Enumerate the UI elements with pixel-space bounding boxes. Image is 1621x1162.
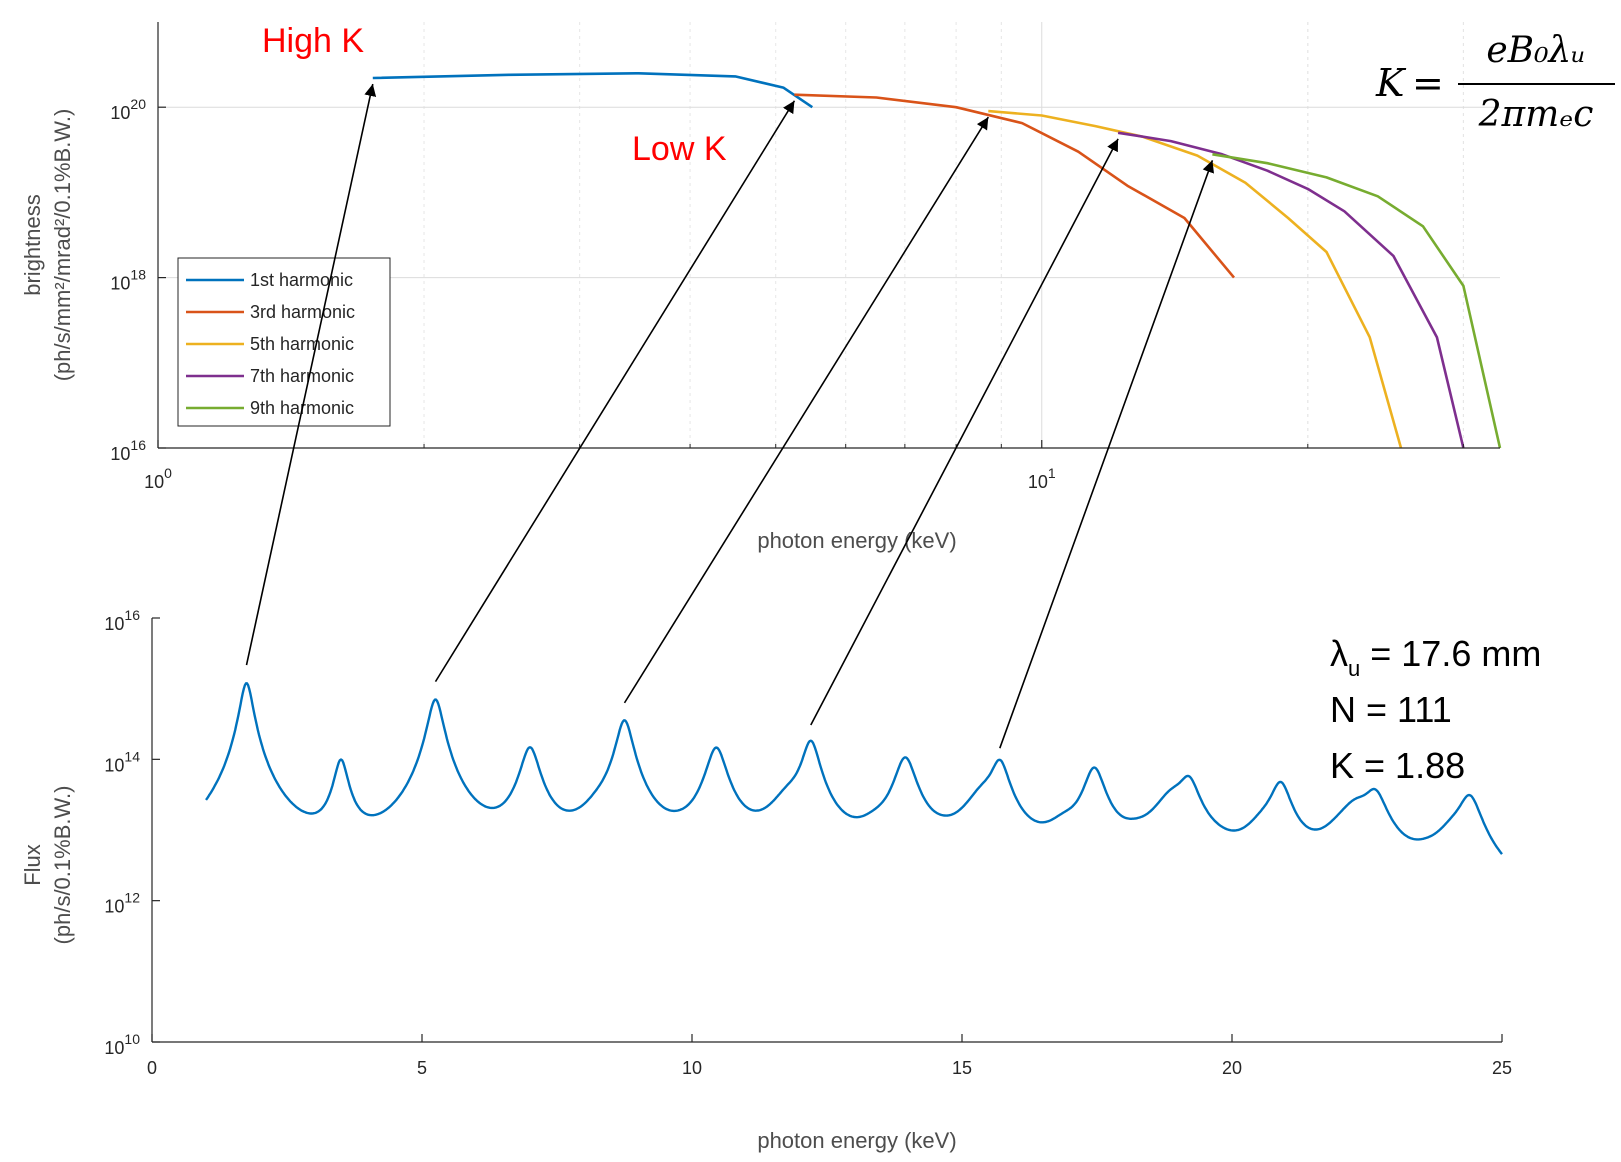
harmonic-arrow-5	[999, 160, 1214, 749]
brightness-series-4	[1117, 131, 1465, 449]
equation-numerator: eB₀λᵤ	[1486, 30, 1585, 71]
legend-label: 7th harmonic	[250, 366, 354, 386]
flux-xtick-label: 20	[1222, 1058, 1242, 1078]
brightness-ylabel-1: brightness	[20, 194, 45, 296]
flux-series	[205, 682, 1503, 855]
brightness-series-5	[1212, 153, 1502, 449]
brightness-xtick-label: 101	[1028, 465, 1056, 492]
brightness-ylabel-2: (ph/s/mm²/mrad²/0.1%B.W.)	[50, 109, 75, 382]
brightness-series-1	[372, 72, 814, 109]
param-k: K = 1.88	[1330, 745, 1465, 786]
flux-xtick-label: 15	[952, 1058, 972, 1078]
brightness-chart: 100 101 1016 1018 1020 photon energy (keV) b…	[20, 22, 1502, 553]
flux-xtick-label: 5	[417, 1058, 427, 1078]
legend: 1st harmonic 3rd harmonic 5th harmonic 7th …	[177, 257, 391, 427]
flux-axes: 0 5 10 15 20 25 1010 1012 1014 1016	[104, 607, 1512, 1078]
brightness-ytick-label: 1020	[110, 96, 146, 123]
flux-ytick-label: 1012	[104, 890, 140, 917]
brightness-series	[372, 72, 1502, 449]
harmonic-arrow-3	[623, 116, 989, 704]
flux-ytick-label: 1016	[104, 607, 140, 634]
brightness-axes: 100 101 1016 1018 1020	[110, 22, 1500, 492]
param-n: N = 111	[1330, 689, 1452, 730]
flux-ylabel-1: Flux	[20, 844, 45, 886]
flux-ytick-label: 1014	[104, 748, 140, 775]
brightness-ytick-label: 1016	[110, 437, 146, 464]
k-equation: K = eB₀λᵤ 2πmₑc	[1375, 30, 1615, 135]
low-k-label: Low K	[632, 130, 727, 168]
flux-line	[205, 682, 1503, 855]
flux-ylabel-2: (ph/s/0.1%B.W.)	[50, 786, 75, 945]
harmonic-arrow-4	[810, 138, 1119, 726]
brightness-ytick-label: 1018	[110, 267, 146, 294]
brightness-xlabel: photon energy (keV)	[757, 528, 956, 553]
harmonic-arrow-1	[245, 83, 377, 666]
flux-xtick-label: 25	[1492, 1058, 1512, 1078]
flux-xtick-label: 0	[147, 1058, 157, 1078]
legend-label: 1st harmonic	[250, 270, 353, 290]
brightness-xtick-label: 100	[144, 465, 172, 492]
param-lambda: λu = 17.6 mm	[1330, 633, 1541, 681]
harmonic-arrow-2	[434, 100, 796, 683]
equation-denominator: 2πmₑc	[1478, 94, 1594, 135]
harmonic-arrows	[245, 83, 1214, 749]
equation-lhs: K	[1375, 61, 1407, 105]
flux-chart: 0 5 10 15 20 25 1010 1012 1014 1016 photon energy…	[20, 607, 1512, 1153]
brightness-series-3	[988, 109, 1403, 449]
flux-xtick-label: 10	[682, 1058, 702, 1078]
legend-label: 5th harmonic	[250, 334, 354, 354]
flux-xlabel: photon energy (keV)	[757, 1128, 956, 1153]
brightness-series-2	[794, 93, 1235, 279]
undulator-parameters: λu = 17.6 mm N = 111 K = 1.88	[1330, 633, 1541, 786]
equation-equals: =	[1412, 61, 1444, 105]
legend-box	[177, 257, 391, 427]
flux-ytick-label: 1010	[104, 1031, 140, 1058]
high-k-label: High K	[262, 22, 364, 60]
legend-label: 3rd harmonic	[250, 302, 355, 322]
